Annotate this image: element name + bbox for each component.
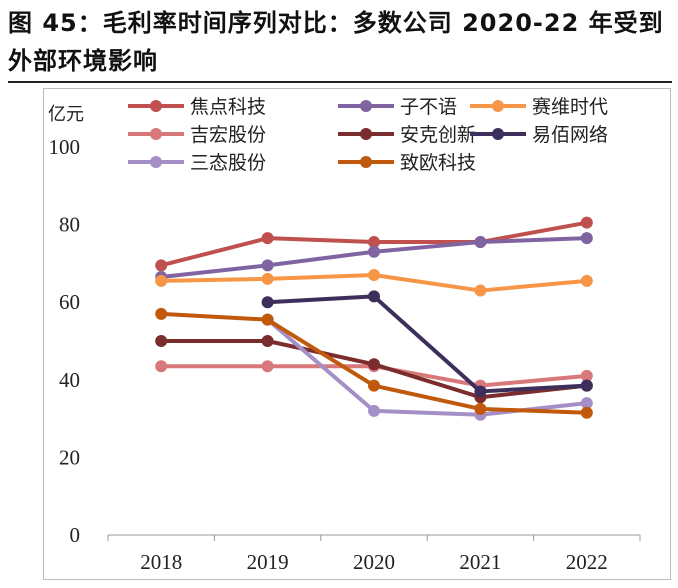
series-5	[155, 335, 593, 404]
data-point	[368, 379, 380, 392]
x-tick-label: 2021	[459, 550, 501, 574]
legend-swatch-marker	[150, 156, 162, 168]
figure-title: 图 45：毛利率时间序列对比：多数公司 2020-22 年受到外部环境影响	[8, 9, 664, 75]
legend-item: 三态股份	[128, 152, 266, 174]
legend-swatch-marker	[150, 100, 162, 112]
legend-swatch-marker	[360, 156, 372, 168]
legend-label: 焦点科技	[190, 96, 266, 118]
data-point	[580, 406, 593, 419]
data-point	[580, 232, 593, 245]
data-point	[261, 232, 274, 245]
legend-label: 易佰网络	[532, 124, 608, 146]
y-axis-ticks: 0 20 40 60 80 100	[49, 135, 81, 547]
data-point	[474, 402, 487, 415]
y-tick-label: 40	[59, 368, 80, 392]
data-point	[261, 296, 274, 309]
legend-swatch-marker	[492, 128, 504, 140]
legend-label: 子不语	[400, 96, 457, 118]
data-point	[580, 274, 593, 287]
data-point	[368, 245, 380, 258]
chart-frame	[43, 88, 671, 580]
series-8	[155, 307, 593, 419]
y-tick-label: 0	[70, 523, 81, 547]
y-tick-label: 80	[59, 213, 80, 237]
legend-item: 易佰网络	[470, 124, 608, 146]
data-point	[474, 284, 487, 297]
y-tick-label: 60	[59, 290, 80, 314]
data-point	[155, 274, 168, 287]
legend-item: 致欧科技	[338, 152, 476, 174]
data-point	[261, 360, 274, 373]
data-point	[261, 259, 274, 272]
data-point	[155, 335, 168, 347]
x-axis-ticks: 2018 2019 2020 2021 2022	[107, 535, 641, 574]
y-tick-label: 20	[59, 445, 80, 469]
series-line	[267, 294, 587, 394]
data-point	[368, 404, 380, 417]
data-point	[580, 216, 593, 229]
series-lines	[155, 216, 593, 421]
data-point	[368, 269, 380, 282]
series-3	[155, 269, 593, 297]
data-point	[580, 379, 593, 392]
data-point	[155, 259, 168, 272]
data-point	[368, 290, 380, 303]
y-axis-unit-label: 亿元	[48, 104, 84, 125]
data-point	[368, 236, 380, 249]
legend-item: 赛维时代	[470, 96, 608, 118]
y-tick-label: 100	[49, 135, 81, 159]
legend-label: 赛维时代	[532, 96, 608, 118]
legend-label: 安克创新	[400, 124, 476, 146]
data-point	[580, 369, 593, 382]
x-tick-label: 2018	[140, 550, 182, 574]
x-tick-label: 2020	[353, 550, 395, 574]
data-point	[474, 236, 487, 249]
data-point	[261, 313, 274, 326]
x-tick-label: 2019	[247, 550, 289, 574]
legend-swatch-marker	[360, 128, 372, 140]
legend-swatch-marker	[150, 128, 162, 140]
legend-item: 吉宏股份	[128, 124, 266, 146]
legend-item: 子不语	[338, 96, 457, 118]
series-6	[261, 290, 593, 398]
data-point	[580, 397, 593, 410]
data-point	[155, 307, 168, 320]
data-point	[261, 272, 274, 285]
data-point	[368, 358, 380, 371]
data-point	[155, 360, 168, 373]
legend-item: 焦点科技	[128, 96, 266, 118]
x-tick-label: 2022	[566, 550, 608, 574]
series-1	[155, 216, 593, 272]
legend-item: 安克创新	[338, 124, 476, 146]
legend-swatch-marker	[360, 100, 372, 112]
data-point	[474, 385, 487, 398]
legend-label: 吉宏股份	[190, 124, 266, 146]
legend-swatch-marker	[492, 100, 504, 112]
title-divider	[8, 81, 672, 83]
legend-label: 致欧科技	[400, 152, 476, 174]
legend-label: 三态股份	[190, 152, 266, 174]
data-point	[261, 335, 274, 347]
